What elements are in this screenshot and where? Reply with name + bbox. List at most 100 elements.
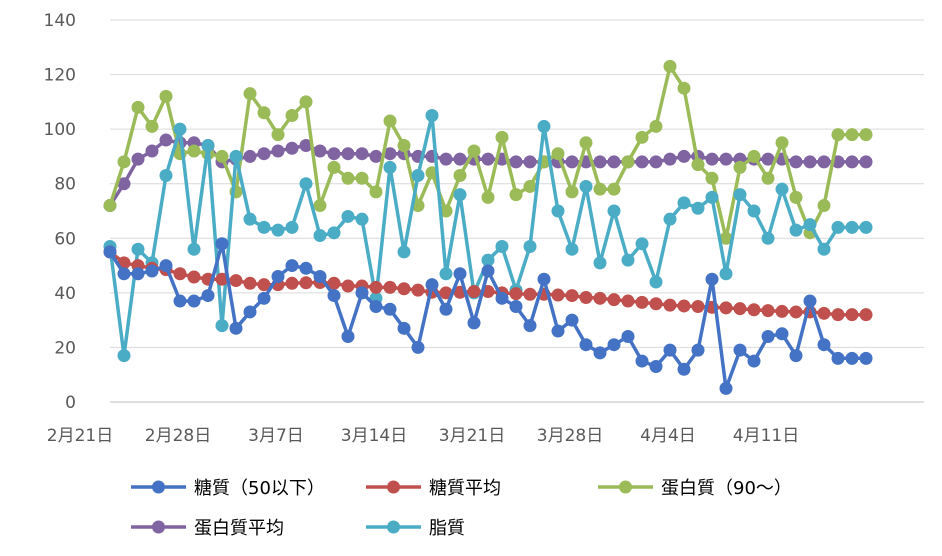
data-point xyxy=(803,218,817,232)
data-point xyxy=(243,212,257,226)
data-point xyxy=(551,147,565,161)
legend-swatch-marker xyxy=(387,480,400,494)
x-tick-label: 3月14日 xyxy=(341,426,407,446)
data-point xyxy=(593,346,607,360)
data-point xyxy=(257,291,271,305)
data-point xyxy=(523,179,537,193)
data-point xyxy=(663,59,677,73)
data-point xyxy=(649,275,663,289)
data-point xyxy=(467,144,481,158)
data-point xyxy=(859,308,873,322)
data-point xyxy=(495,130,509,144)
legend-swatch-marker xyxy=(619,480,632,494)
data-point xyxy=(607,155,621,169)
data-point xyxy=(747,149,761,163)
data-point xyxy=(733,160,747,174)
data-point xyxy=(691,201,705,215)
data-point xyxy=(117,177,131,191)
data-point xyxy=(663,152,677,166)
data-point xyxy=(355,171,369,185)
data-point xyxy=(383,302,397,316)
data-point xyxy=(341,279,355,293)
series-1 xyxy=(103,237,873,395)
data-point xyxy=(761,231,775,245)
data-point xyxy=(145,119,159,133)
data-point xyxy=(523,319,537,333)
data-point xyxy=(159,89,173,103)
data-point xyxy=(173,267,187,281)
data-point xyxy=(159,133,173,147)
legend-item: 糖質（50以下） xyxy=(131,478,325,499)
data-point xyxy=(789,349,803,363)
data-point xyxy=(733,188,747,202)
data-point xyxy=(145,144,159,158)
data-point xyxy=(565,242,579,256)
data-point xyxy=(509,300,523,313)
data-point xyxy=(817,199,831,213)
data-point xyxy=(579,290,593,304)
data-point xyxy=(131,152,145,166)
legend-label: 脂質 xyxy=(429,518,465,539)
data-point xyxy=(285,109,299,122)
data-point xyxy=(803,294,817,308)
data-point xyxy=(691,300,705,313)
data-point xyxy=(341,330,355,344)
data-point xyxy=(467,316,481,330)
data-point xyxy=(859,155,873,169)
y-tick-label: 140 xyxy=(44,11,76,31)
data-point xyxy=(327,147,341,161)
data-point xyxy=(789,305,803,319)
x-tick-label: 3月7日 xyxy=(248,426,304,446)
data-point xyxy=(789,155,803,169)
data-point xyxy=(439,286,453,300)
data-point xyxy=(635,237,649,251)
data-point xyxy=(607,182,621,196)
data-point xyxy=(635,130,649,144)
data-point xyxy=(271,144,285,158)
data-point xyxy=(845,308,859,322)
y-tick-label: 40 xyxy=(54,284,76,304)
legend-item: 糖質平均 xyxy=(366,478,501,499)
data-point xyxy=(509,287,523,301)
data-point xyxy=(845,155,859,169)
data-point xyxy=(327,276,341,290)
data-point xyxy=(747,354,761,368)
data-point xyxy=(383,160,397,174)
data-point xyxy=(551,288,565,302)
data-point xyxy=(103,199,117,213)
data-point xyxy=(495,291,509,305)
data-point xyxy=(439,302,453,316)
data-point xyxy=(243,305,257,319)
data-point xyxy=(593,182,607,196)
data-point xyxy=(229,274,243,288)
data-point xyxy=(677,299,691,313)
data-point xyxy=(859,220,873,234)
data-point xyxy=(215,319,229,333)
data-point xyxy=(719,267,733,281)
data-point xyxy=(593,291,607,305)
data-point xyxy=(831,220,845,234)
data-point xyxy=(607,293,621,307)
data-point xyxy=(397,245,411,259)
data-point xyxy=(257,220,271,234)
data-point xyxy=(649,119,663,133)
data-point xyxy=(285,276,299,290)
data-point xyxy=(789,190,803,204)
data-point xyxy=(607,204,621,218)
data-point xyxy=(397,139,411,153)
y-tick-label: 60 xyxy=(54,229,76,249)
data-point xyxy=(243,149,257,163)
x-tick-label: 4月11日 xyxy=(733,426,799,446)
legend-swatch-marker xyxy=(152,480,165,494)
data-point xyxy=(621,330,635,344)
legend: 糖質（50以下） 糖質平均 蛋白質（90〜） 蛋白質平均 脂質 xyxy=(131,478,792,539)
data-point xyxy=(537,272,551,286)
data-point xyxy=(523,239,537,253)
data-point xyxy=(635,354,649,368)
data-point xyxy=(775,327,789,341)
data-point xyxy=(201,139,215,153)
data-point xyxy=(117,155,131,169)
series-layer xyxy=(103,59,873,395)
data-point xyxy=(859,128,873,142)
data-point xyxy=(131,242,145,256)
